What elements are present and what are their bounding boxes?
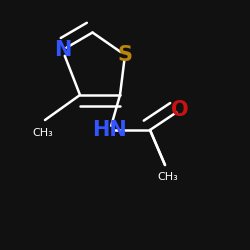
Text: HN: HN — [92, 120, 128, 140]
Text: CH₃: CH₃ — [32, 128, 53, 138]
Text: O: O — [171, 100, 189, 120]
Text: N: N — [54, 40, 71, 60]
Text: CH₃: CH₃ — [157, 172, 178, 182]
Text: S: S — [118, 45, 132, 65]
